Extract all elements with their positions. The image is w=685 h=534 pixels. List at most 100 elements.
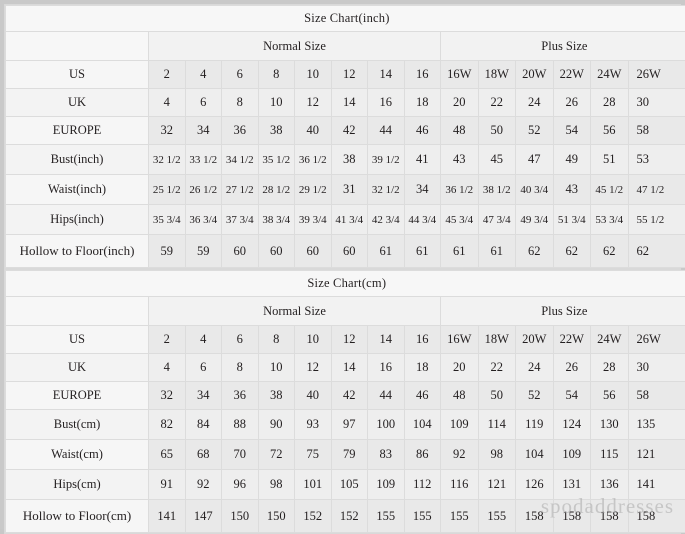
table-cell: 18 [404,89,441,117]
group-header-plus-size: Plus Size [441,297,685,326]
table-cell: 36 3/4 [185,205,222,235]
table-cell: 16W [441,61,479,89]
table-cell: 147 [185,500,222,533]
table-cell: 158 [628,500,685,533]
table-cell: 60 [295,235,332,268]
table-cell: 27 1/2 [222,175,259,205]
table-cell: 14 [331,354,368,382]
group-header-blank [6,32,149,61]
table-cell: 31 [331,175,368,205]
table-cell: 58 [628,382,685,410]
table-cell: 36 [222,117,259,145]
table-cell: 130 [591,410,629,440]
table-cell: 16 [404,61,441,89]
table-cell: 4 [185,61,222,89]
row-label: US [6,326,149,354]
table-cell: 12 [331,61,368,89]
table-cell: 109 [441,410,479,440]
table-cell: 52 [516,117,554,145]
chart-title: Size Chart(inch) [6,6,685,32]
table-cell: 47 3/4 [478,205,516,235]
table-cell: 158 [591,500,629,533]
row-label: Hollow to Floor(cm) [6,500,149,533]
table-cell: 121 [478,470,516,500]
table-cell: 16 [404,326,441,354]
table-cell: 101 [295,470,332,500]
table-cell: 155 [368,500,405,533]
table-cell: 48 [441,117,479,145]
table-cell: 22W [553,326,591,354]
table-cell: 39 1/2 [368,145,405,175]
table-cell: 40 [295,117,332,145]
table-cell: 36 1/2 [295,145,332,175]
row-label: Waist(inch) [6,175,149,205]
table-cell: 24 [516,89,554,117]
table-cell: 41 [404,145,441,175]
table-cell: 18 [404,354,441,382]
table-cell: 18W [478,61,516,89]
table-cell: 150 [222,500,259,533]
table-cell: 4 [149,89,186,117]
table-cell: 60 [331,235,368,268]
table-cell: 51 3/4 [553,205,591,235]
table-cell: 59 [149,235,186,268]
table-cell: 32 1/2 [149,145,186,175]
table-cell: 44 3/4 [404,205,441,235]
table-cell: 61 [404,235,441,268]
table-cell: 61 [368,235,405,268]
table-cell: 158 [553,500,591,533]
table-cell: 28 [591,354,629,382]
table-cell: 43 [441,145,479,175]
table-cell: 90 [258,410,295,440]
table-cell: 45 [478,145,516,175]
table-cell: 18W [478,326,516,354]
table-cell: 12 [331,326,368,354]
table-cell: 34 [404,175,441,205]
table-cell: 32 [149,117,186,145]
table-cell: 88 [222,410,259,440]
table-cell: 109 [553,440,591,470]
table-cell: 152 [331,500,368,533]
table-cell: 56 [591,382,629,410]
table-cell: 68 [185,440,222,470]
table-cell: 38 1/2 [478,175,516,205]
table-cell: 121 [628,440,685,470]
table-cell: 35 1/2 [258,145,295,175]
row-label: EUROPE [6,382,149,410]
table-cell: 25 1/2 [149,175,186,205]
table-cell: 26 1/2 [185,175,222,205]
table-cell: 131 [553,470,591,500]
table-cell: 92 [441,440,479,470]
table-cell: 119 [516,410,554,440]
table-cell: 61 [478,235,516,268]
table-cell: 48 [441,382,479,410]
table-cell: 155 [404,500,441,533]
table-cell: 46 [404,382,441,410]
table-cell: 98 [258,470,295,500]
row-label: Bust(inch) [6,145,149,175]
table-cell: 14 [331,89,368,117]
table-cell: 155 [441,500,479,533]
table-cell: 38 [258,382,295,410]
table-cell: 65 [149,440,186,470]
table-cell: 26 [553,354,591,382]
table-cell: 53 [628,145,685,175]
table-cell: 54 [553,117,591,145]
table-cell: 152 [295,500,332,533]
table-cell: 42 3/4 [368,205,405,235]
table-cell: 35 3/4 [149,205,186,235]
table-cell: 34 [185,382,222,410]
table-cell: 42 [331,382,368,410]
table-cell: 84 [185,410,222,440]
table-cell: 50 [478,382,516,410]
table-cell: 49 [553,145,591,175]
table-cell: 22W [553,61,591,89]
